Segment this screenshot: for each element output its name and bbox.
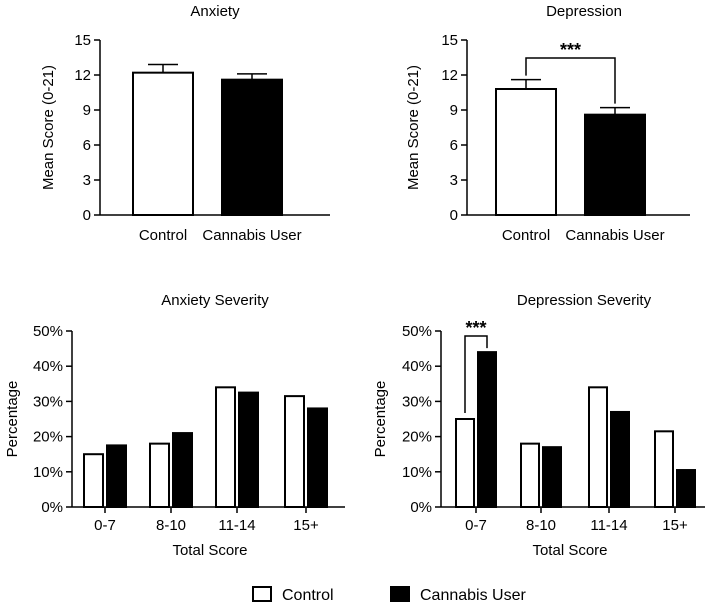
y-tick-label: 20% <box>402 429 432 446</box>
bar <box>477 351 497 508</box>
x-tick-label: 8-10 <box>526 517 556 534</box>
y-axis-label: Mean Score (0-21) <box>40 65 57 190</box>
y-tick-label: 40% <box>402 358 432 375</box>
y-tick-label: 50% <box>402 323 432 340</box>
chart-panel-4: Depression Severity Percentage 0% 10% 20% 30%… <box>372 292 705 559</box>
y-axis-label: Mean Score (0-21) <box>405 65 422 190</box>
bar <box>149 442 170 509</box>
x-tick-label: 8-10 <box>156 517 186 534</box>
bar <box>83 453 104 509</box>
chart-panel-3: Anxiety Severity Percentage 0% 10% 20% 30% 40%… <box>4 292 345 559</box>
significance-label: *** <box>560 40 581 60</box>
chart-title: Anxiety <box>190 3 240 20</box>
x-tick-label: 0-7 <box>465 517 487 534</box>
y-tick-label: 0% <box>41 499 63 516</box>
y-tick-label: 3 <box>450 172 458 189</box>
chart-panel-1: Anxiety Mean Score (0-21) 0 3 6 9 12 15 Control C… <box>40 3 330 244</box>
chart-title: Anxiety Severity <box>161 292 269 309</box>
bar <box>215 386 236 509</box>
legend-label: Control <box>282 587 334 604</box>
bar <box>132 71 194 216</box>
bar <box>676 469 696 509</box>
y-tick-label: 0 <box>83 207 91 224</box>
y-tick-label: 30% <box>402 393 432 410</box>
x-axis-label: Total Score <box>172 542 247 559</box>
bar <box>542 446 562 509</box>
y-tick-label: 10% <box>402 464 432 481</box>
bar <box>172 432 193 508</box>
x-tick-label: 15+ <box>662 517 688 534</box>
y-axis-label: Percentage <box>372 381 389 458</box>
y-tick-label: 6 <box>83 137 91 154</box>
legend: Control Cannabis User <box>252 586 527 604</box>
x-tick-label: Control <box>502 227 550 244</box>
bar <box>654 430 674 509</box>
y-tick-label: 3 <box>83 172 91 189</box>
y-axis-label: Percentage <box>4 381 21 458</box>
bar <box>307 407 328 508</box>
bar <box>588 386 608 509</box>
significance-label: *** <box>465 318 486 338</box>
x-tick-label: Cannabis User <box>202 227 301 244</box>
bar <box>455 418 475 508</box>
bar <box>520 442 540 509</box>
y-tick-label: 50% <box>33 323 63 340</box>
bar <box>610 410 630 508</box>
y-tick-label: 0 <box>450 207 458 224</box>
y-tick-label: 12 <box>74 67 91 84</box>
x-tick-label: Cannabis User <box>565 227 664 244</box>
bar <box>495 88 557 216</box>
chart-panel-2: Depression Mean Score (0-21) 0 3 6 9 12 15 Contr… <box>405 3 690 244</box>
legend-item: Control <box>252 586 334 604</box>
bar <box>238 391 259 509</box>
x-axis-label: Total Score <box>532 542 607 559</box>
bar <box>221 78 283 216</box>
legend-swatch-control <box>252 586 272 602</box>
y-tick-label: 15 <box>74 32 91 49</box>
x-tick-label: 11-14 <box>218 517 255 534</box>
bar <box>584 113 646 216</box>
significance-bracket <box>525 57 616 104</box>
y-tick-label: 40% <box>33 358 63 375</box>
y-tick-label: 0% <box>410 499 432 516</box>
bar <box>106 444 127 508</box>
x-tick-label: 15+ <box>293 517 319 534</box>
legend-item: Cannabis User <box>390 586 527 604</box>
y-tick-label: 30% <box>33 393 63 410</box>
x-tick-label: 11-14 <box>590 517 627 534</box>
y-tick-label: 6 <box>450 137 458 154</box>
y-tick-label: 9 <box>450 102 458 119</box>
y-tick-label: 15 <box>441 32 458 49</box>
legend-swatch-cannabis <box>390 586 410 602</box>
legend-label: Cannabis User <box>420 587 527 604</box>
x-tick-label: 0-7 <box>94 517 116 534</box>
y-tick-label: 10% <box>33 464 63 481</box>
y-tick-label: 20% <box>33 429 63 446</box>
y-tick-label: 12 <box>441 67 458 84</box>
x-tick-label: Control <box>139 227 187 244</box>
chart-title: Depression Severity <box>517 292 652 309</box>
significance-bracket <box>464 335 488 413</box>
chart-title: Depression <box>546 3 622 20</box>
y-tick-label: 9 <box>83 102 91 119</box>
bar <box>284 395 305 508</box>
